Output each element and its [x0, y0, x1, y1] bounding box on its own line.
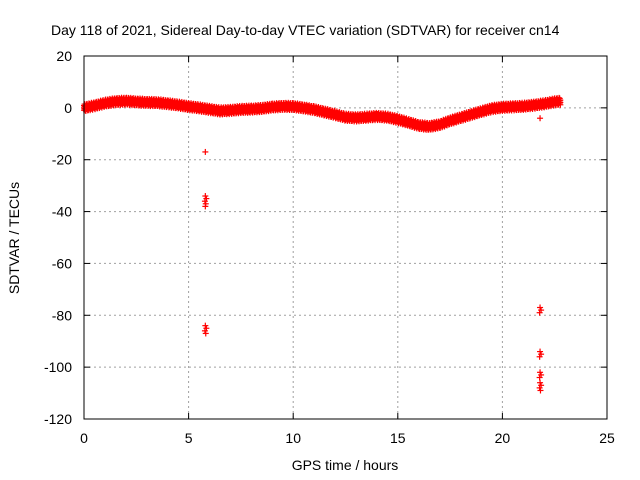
y-tick-label: 20 — [56, 48, 72, 64]
x-tick-label: 0 — [80, 430, 88, 446]
x-tick-label: 10 — [285, 430, 301, 446]
y-tick-label: -80 — [52, 307, 72, 323]
y-tick-label: -40 — [52, 204, 72, 220]
data-points — [81, 94, 564, 394]
y-tick-label: -60 — [52, 255, 72, 271]
x-tick-label: 5 — [185, 430, 193, 446]
y-tick-label: -100 — [44, 359, 72, 375]
data-point — [202, 148, 209, 155]
y-axis-label: SDTVAR / TECUs — [6, 182, 22, 294]
x-axis-label: GPS time / hours — [292, 457, 399, 473]
chart-title: Day 118 of 2021, Sidereal Day-to-day VTE… — [51, 22, 560, 38]
data-point — [537, 115, 544, 122]
x-tick-label: 15 — [390, 430, 406, 446]
y-tick-label: -120 — [44, 411, 72, 427]
x-tick-label: 20 — [495, 430, 511, 446]
y-tick-label: 0 — [64, 100, 72, 116]
x-tick-label: 25 — [599, 430, 615, 446]
y-tick-label: -20 — [52, 152, 72, 168]
